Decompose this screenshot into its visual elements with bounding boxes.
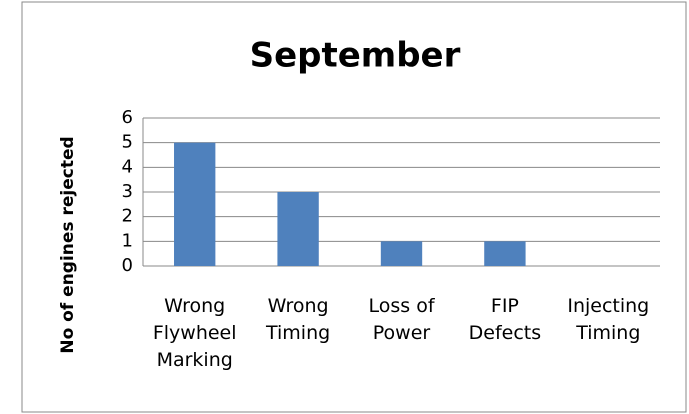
y-tick-label: 2 bbox=[122, 206, 133, 227]
bar bbox=[174, 142, 216, 266]
bar bbox=[277, 192, 319, 266]
chart-title: September bbox=[250, 36, 461, 76]
chart-border bbox=[21, 1, 687, 413]
y-tick-label: 0 bbox=[122, 255, 133, 276]
y-tick-label: 6 bbox=[122, 107, 133, 128]
bar bbox=[380, 241, 423, 266]
y-tick-label: 3 bbox=[122, 181, 133, 202]
x-tick-label: FIP Defects bbox=[468, 295, 542, 344]
x-tick-label: Wrong Timing bbox=[265, 295, 331, 344]
x-tick-label: Loss of Power bbox=[368, 295, 435, 344]
x-tick-label: Injecting Timing bbox=[567, 295, 650, 344]
y-axis-label: No of engines rejected bbox=[58, 136, 78, 353]
y-tick-label: 5 bbox=[122, 132, 133, 153]
y-tick-label: 1 bbox=[122, 230, 133, 251]
y-tick-label: 4 bbox=[122, 156, 133, 177]
bar bbox=[484, 241, 526, 266]
x-tick-label: Wrong Flywheel Marking bbox=[152, 295, 237, 371]
